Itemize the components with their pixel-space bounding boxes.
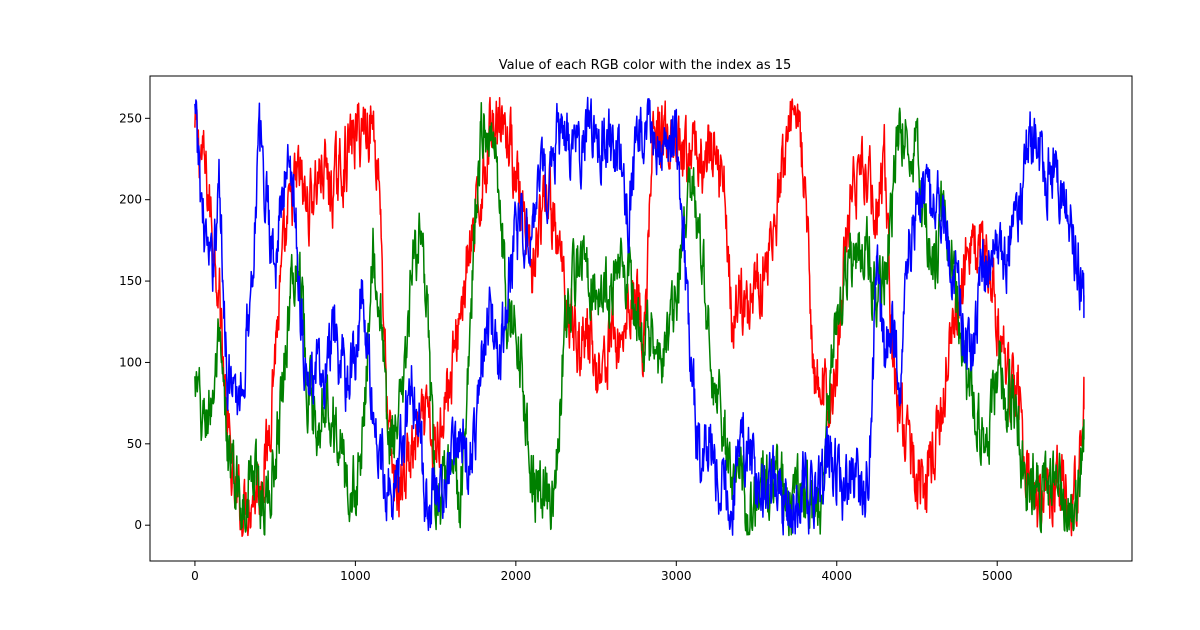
y-tick-label: 0: [134, 518, 142, 532]
y-tick-label: 100: [119, 355, 142, 369]
chart-title: Value of each RGB color with the index a…: [499, 58, 792, 73]
y-tick-label: 250: [119, 111, 142, 125]
x-tick-label: 1000: [340, 569, 371, 583]
x-axis: 0 1000 2000 3000 4000 5000: [191, 561, 1012, 583]
series-line-b: [194, 96, 1085, 536]
y-axis: 0 50 100 150 200 250: [119, 111, 150, 532]
plot-frame: [149, 75, 1133, 562]
x-tick-label: 4000: [821, 569, 852, 583]
series-line-r: [194, 96, 1085, 538]
x-tick-label: 2000: [501, 569, 532, 583]
y-tick-label: 150: [119, 274, 142, 288]
series-line-g: [194, 101, 1085, 537]
x-tick-label: 3000: [661, 569, 692, 583]
x-tick-label: 5000: [982, 569, 1013, 583]
y-tick-label: 50: [127, 437, 142, 451]
y-tick-label: 200: [119, 193, 142, 207]
series-layer: [194, 96, 1085, 538]
x-tick-label: 0: [191, 569, 199, 583]
